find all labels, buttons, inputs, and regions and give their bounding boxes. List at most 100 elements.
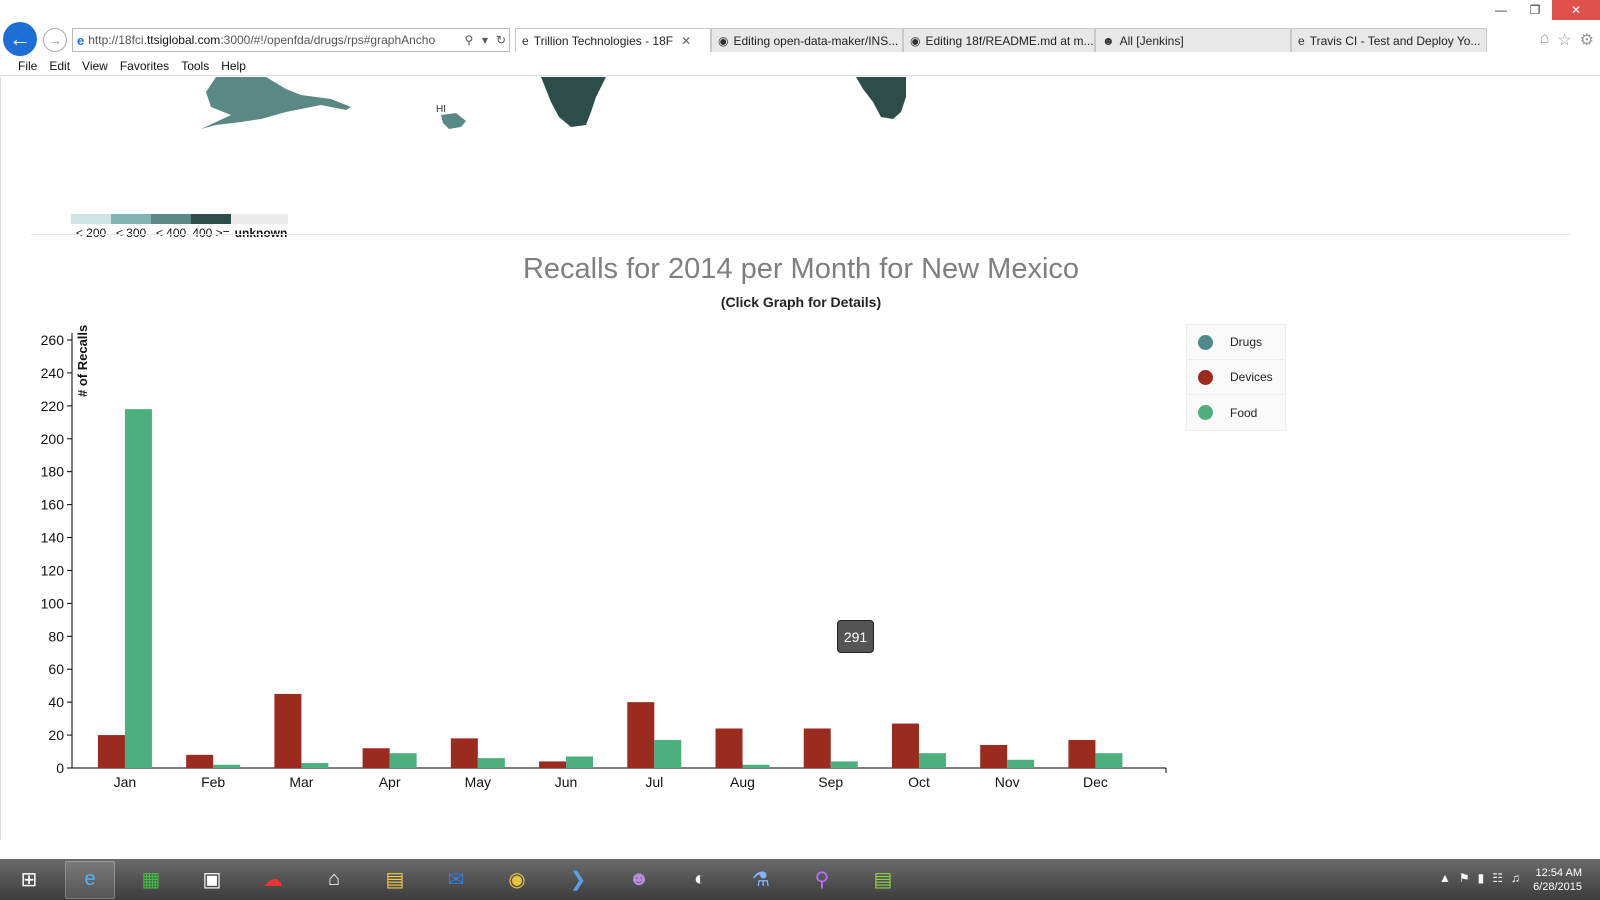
powershell-icon[interactable]: ❯ xyxy=(569,869,587,891)
forward-button[interactable]: → xyxy=(43,28,67,52)
search-icon[interactable]: ⚲ xyxy=(814,869,830,891)
legend-swatch-lt300 xyxy=(111,214,151,224)
minimize-icon[interactable]: — xyxy=(1495,3,1507,17)
paint-icon[interactable]: ◐ xyxy=(693,868,707,890)
menu-file[interactable]: File xyxy=(18,58,38,73)
lenovo-icon[interactable]: ▣ xyxy=(202,869,222,891)
y-tick-label: 120 xyxy=(41,562,65,578)
y-tick-label: 180 xyxy=(41,464,65,480)
chart-app-icon[interactable]: ▤ xyxy=(873,869,893,891)
wifi-icon[interactable]: ☷ xyxy=(1492,871,1503,885)
devices-bar xyxy=(186,754,214,768)
tab-label: Editing 18f/README.md at m... xyxy=(925,33,1094,48)
x-tick-label: Dec xyxy=(1083,774,1108,790)
tab-trillion[interactable]: e Trillion Technologies - 18F ✕ xyxy=(515,28,711,52)
taskbar-clock[interactable]: 12:54 AM 6/28/2015 xyxy=(1533,866,1582,894)
jenkins-icon: ☻ xyxy=(1102,33,1115,48)
clock-date: 6/28/2015 xyxy=(1533,881,1582,893)
legend-item-label: Devices xyxy=(1230,370,1273,384)
devices-bar xyxy=(362,748,390,768)
devices-bar xyxy=(627,702,655,768)
hawaii-shape xyxy=(441,113,466,129)
menu-help[interactable]: Help xyxy=(221,58,246,73)
x-tick-label: Jul xyxy=(645,774,663,790)
tab-label: Editing open-data-maker/INS... xyxy=(733,33,899,48)
food-bar xyxy=(389,753,417,768)
legend-swatch-ge400 xyxy=(191,214,231,224)
recalls-bar-chart[interactable]: 0 20 40 60 80 100 120 140 160 180 200 220 240 260 # of… xyxy=(1,77,1600,840)
legend-item-drugs[interactable]: Drugs xyxy=(1187,325,1285,360)
chrome-icon[interactable]: ◉ xyxy=(508,869,526,891)
cloud-icon[interactable]: ☁ xyxy=(263,869,283,891)
ie-icon: e xyxy=(1298,33,1305,48)
store-icon[interactable]: ▦ xyxy=(141,869,161,891)
devices-bar xyxy=(539,761,567,768)
address-bar[interactable]: e http://18fci.ttsiglobal.com:3000/#!/op… xyxy=(72,28,510,52)
tab-travis[interactable]: e Travis CI - Test and Deploy Yo... xyxy=(1291,28,1487,52)
gear-icon[interactable]: ⚙ xyxy=(1579,32,1594,49)
x-tick-label: Mar xyxy=(289,774,313,790)
legend-swatch-lt200 xyxy=(71,214,111,224)
food-bar xyxy=(124,409,152,768)
outlook-icon[interactable]: ✉ xyxy=(447,869,465,891)
tray-arrow-icon[interactable]: ▲ xyxy=(1438,871,1451,885)
volume-icon[interactable]: ♫ xyxy=(1511,871,1520,885)
y-axis-label: # of Recalls xyxy=(75,325,90,397)
tab-label: Travis CI - Test and Deploy Yo... xyxy=(1309,33,1481,48)
back-button[interactable]: ← xyxy=(3,22,37,56)
browser-titlebar: — ❐ ✕ ← → e http://18fci.ttsiglobal.com:… xyxy=(0,0,1600,56)
menu-edit[interactable]: Edit xyxy=(49,58,71,73)
close-tab-icon[interactable]: ✕ xyxy=(681,33,692,48)
folder-icon[interactable]: ▤ xyxy=(385,869,405,891)
ie-icon: e xyxy=(77,32,85,48)
tab-strip: e Trillion Technologies - 18F ✕ ◉ Editin… xyxy=(515,28,1487,52)
refresh-icon[interactable]: ↻ xyxy=(495,33,507,47)
legend-swatch-unknown xyxy=(231,214,288,224)
favorites-star-icon[interactable]: ☆ xyxy=(1557,32,1572,49)
legend-item-devices[interactable]: Devices xyxy=(1187,360,1285,395)
github-icon: ◉ xyxy=(910,33,921,48)
y-tick-label: 80 xyxy=(48,628,64,644)
windows-start-icon[interactable]: ⊞ xyxy=(20,869,38,891)
menu-view[interactable]: View xyxy=(82,58,108,73)
home-icon[interactable]: ⌂ xyxy=(1539,30,1550,47)
chart-tooltip: 291 xyxy=(837,620,874,653)
battery-icon[interactable]: ▮ xyxy=(1477,871,1485,885)
food-bar xyxy=(213,764,241,768)
devices-bar xyxy=(274,693,302,768)
ie-icon: e xyxy=(522,33,529,48)
github-icon[interactable]: ☻ xyxy=(628,868,650,890)
window-controls: — ❐ ✕ xyxy=(1484,0,1600,20)
y-tick-label: 20 xyxy=(48,727,64,743)
search-icon[interactable]: ⚲ xyxy=(464,33,474,47)
y-tick-label: 220 xyxy=(41,398,65,414)
home-icon[interactable]: ⌂ xyxy=(327,868,341,890)
ie-icon[interactable]: e xyxy=(65,860,115,899)
menu-tools[interactable]: Tools xyxy=(181,58,210,73)
menu-favorites[interactable]: Favorites xyxy=(119,58,170,73)
alaska-shape xyxy=(201,77,351,129)
system-tray: ▲ ⚑ ▮ ☷ ♫ xyxy=(1439,871,1520,885)
y-tick-label: 200 xyxy=(41,431,65,447)
restore-icon[interactable]: ❐ xyxy=(1529,3,1541,17)
tab-jenkins[interactable]: ☻ All [Jenkins] xyxy=(1095,28,1291,52)
legend-item-food[interactable]: Food xyxy=(1187,395,1285,430)
tab-label: All [Jenkins] xyxy=(1119,33,1184,48)
tab-readme[interactable]: ◉ Editing 18f/README.md at m... xyxy=(903,28,1095,52)
food-bar xyxy=(1007,759,1035,768)
tab-open-data-maker[interactable]: ◉ Editing open-data-maker/INS... xyxy=(711,28,903,52)
y-tick-label: 100 xyxy=(41,595,65,611)
y-tick-label: 0 xyxy=(56,760,64,776)
legend-item-label: Food xyxy=(1230,405,1258,420)
food-bar xyxy=(918,753,946,768)
network-icon[interactable]: ⚗ xyxy=(752,869,770,891)
clock-time: 12:54 AM xyxy=(1535,867,1582,879)
legend-swatch-lt400 xyxy=(151,214,191,224)
url-text[interactable]: http://18fci.ttsiglobal.com:3000/#!/open… xyxy=(88,33,436,47)
flag-icon[interactable]: ⚑ xyxy=(1458,871,1470,885)
devices-bar xyxy=(1068,740,1096,768)
close-window-icon[interactable]: ✕ xyxy=(1552,0,1600,20)
dropdown-icon[interactable]: ▾ xyxy=(481,33,489,47)
food-bar xyxy=(301,763,329,768)
us-map-fragment[interactable] xyxy=(1,77,1001,137)
